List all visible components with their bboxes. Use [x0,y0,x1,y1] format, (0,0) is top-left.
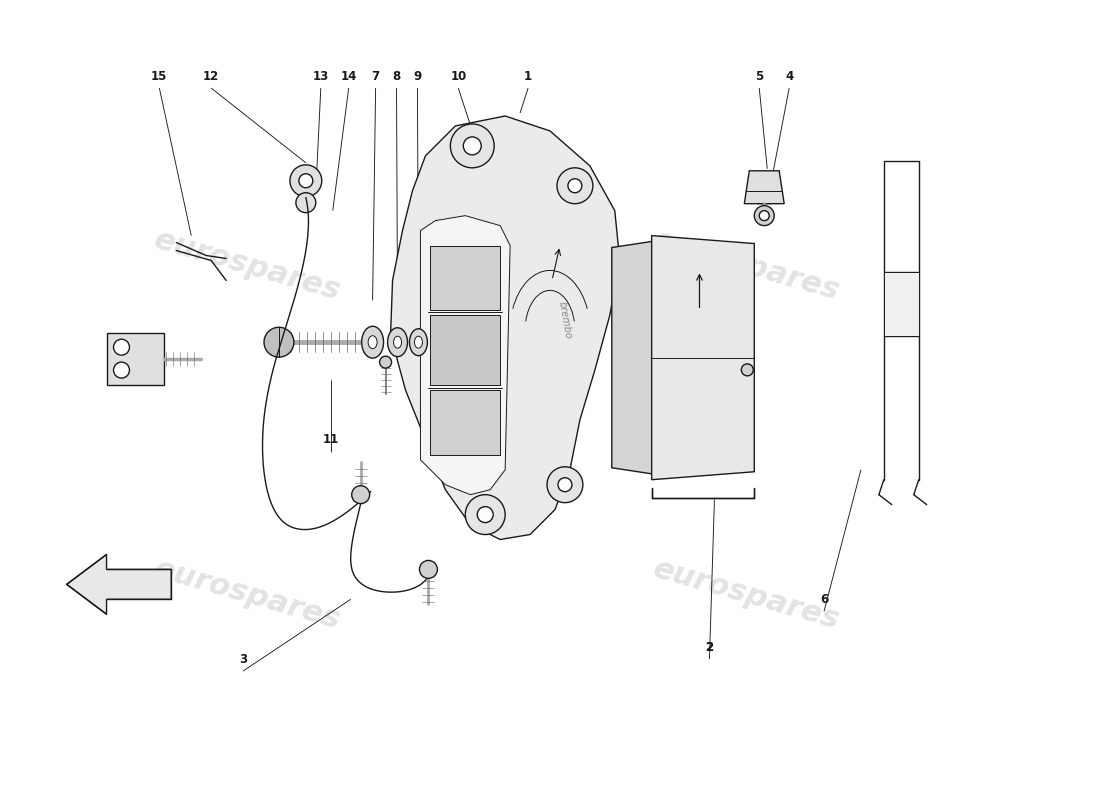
Circle shape [755,206,774,226]
Polygon shape [612,241,658,474]
Ellipse shape [368,336,377,349]
Polygon shape [420,216,510,494]
Text: 2: 2 [705,641,714,654]
Text: eurospares: eurospares [650,554,843,635]
Ellipse shape [362,326,384,358]
Circle shape [477,506,493,522]
Text: 2: 2 [705,641,714,654]
Circle shape [419,561,438,578]
Polygon shape [430,246,500,310]
Text: 13: 13 [312,70,329,82]
Polygon shape [430,315,500,385]
Circle shape [450,124,494,168]
Circle shape [352,486,370,504]
Text: 9: 9 [414,70,421,82]
Polygon shape [651,235,755,480]
Text: eurospares: eurospares [152,554,344,635]
Ellipse shape [387,328,407,357]
Circle shape [463,137,481,155]
Ellipse shape [394,336,402,348]
Circle shape [379,356,392,368]
Circle shape [558,478,572,492]
Text: 15: 15 [151,70,167,82]
Circle shape [290,165,322,197]
Text: 6: 6 [820,593,828,606]
Circle shape [264,327,294,357]
Circle shape [557,168,593,204]
Circle shape [568,178,582,193]
Text: 14: 14 [341,70,356,82]
Text: 10: 10 [450,70,466,82]
Text: 3: 3 [239,653,248,666]
Polygon shape [390,116,619,539]
Circle shape [465,494,505,534]
Polygon shape [430,390,500,455]
Circle shape [547,466,583,502]
Circle shape [299,174,312,188]
Text: 5: 5 [755,70,763,82]
Text: 12: 12 [204,70,219,82]
Circle shape [113,362,130,378]
Polygon shape [883,273,918,336]
Text: 7: 7 [372,70,379,82]
Text: 1: 1 [524,70,532,82]
Polygon shape [107,334,164,385]
Ellipse shape [409,329,428,356]
Ellipse shape [415,336,422,348]
Circle shape [741,364,754,376]
Circle shape [113,339,130,355]
Circle shape [759,210,769,221]
Text: brembo: brembo [557,301,573,340]
Circle shape [296,193,316,213]
Polygon shape [67,554,172,614]
Text: 8: 8 [393,70,400,82]
Text: 11: 11 [322,434,339,446]
Text: 4: 4 [785,70,793,82]
Polygon shape [745,170,784,204]
Text: eurospares: eurospares [650,225,843,306]
Text: eurospares: eurospares [152,225,344,306]
